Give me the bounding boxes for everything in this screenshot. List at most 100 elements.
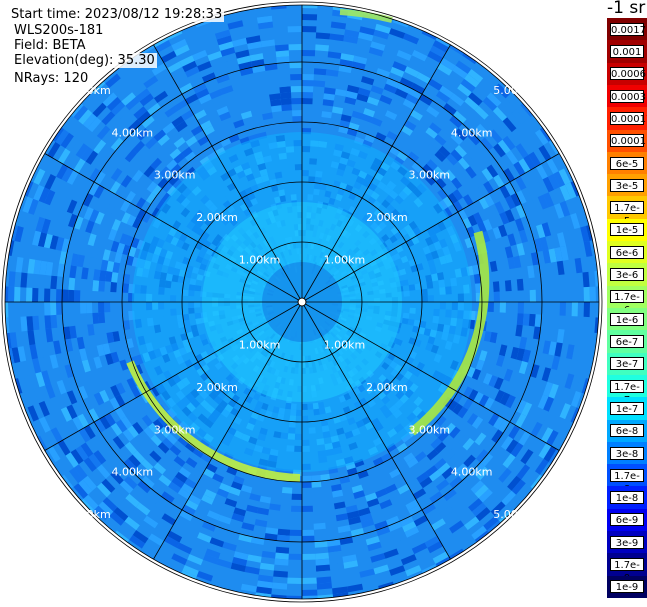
range-gate-cell	[539, 236, 549, 251]
range-gate-cell	[483, 516, 499, 531]
range-gate-cell	[439, 85, 454, 99]
range-gate-cell	[233, 475, 245, 485]
range-gate-cell	[462, 153, 475, 167]
range-gate-cell	[196, 570, 213, 582]
range-gate-cell	[302, 553, 316, 560]
range-gate-cell	[269, 503, 281, 511]
range-gate-cell	[392, 453, 404, 464]
range-gate-cell	[453, 392, 464, 404]
colorbar-tick-label: 1e-7	[610, 401, 644, 415]
range-gate-cell	[222, 52, 237, 63]
range-gate-cell	[152, 419, 164, 431]
range-gate-cell	[182, 565, 199, 577]
range-gate-cell	[109, 181, 121, 194]
range-gate-cell	[543, 192, 555, 208]
range-gate-cell	[189, 548, 206, 560]
range-gate-cell	[291, 493, 302, 500]
range-gate-cell	[426, 143, 439, 155]
range-gate-cell	[449, 475, 463, 489]
range-gate-cell	[386, 130, 398, 141]
range-gate-cell	[499, 185, 511, 199]
range-gate-cell	[77, 413, 89, 428]
range-gate-cell	[389, 146, 400, 157]
range-gate-cell	[119, 480, 134, 494]
range-gate-cell	[86, 279, 94, 291]
range-gate-cell	[511, 109, 526, 125]
range-gate-cell	[123, 320, 131, 331]
range-gate-cell	[146, 204, 157, 215]
range-gate-cell	[471, 368, 482, 381]
range-gate-cell	[74, 290, 81, 302]
range-gate-cell	[65, 338, 74, 352]
range-gate-cell	[82, 475, 97, 491]
range-gate-cell	[179, 420, 190, 432]
range-gate-cell	[226, 466, 238, 476]
range-gate-cell	[315, 552, 329, 560]
range-gate-cell	[174, 44, 190, 57]
range-gate-cell	[148, 422, 160, 435]
range-gate-cell	[499, 211, 510, 225]
range-gate-cell	[495, 333, 504, 345]
range-gate-cell	[542, 340, 551, 355]
range-gate-cell	[33, 387, 45, 404]
range-gate-cell	[583, 302, 590, 318]
range-gate-cell	[385, 483, 398, 494]
range-gate-cell	[498, 224, 508, 238]
range-gate-cell	[218, 41, 234, 51]
range-gate-cell	[311, 475, 321, 482]
range-gate-cell	[93, 185, 105, 199]
range-label: 2.00km	[196, 211, 238, 224]
range-gate-cell	[565, 182, 577, 199]
range-gate-cell	[261, 550, 276, 559]
range-gate-cell	[143, 165, 155, 178]
range-gate-cell	[181, 109, 194, 121]
range-gate-cell	[121, 212, 131, 224]
range-gate-cell	[457, 406, 469, 419]
range-gate-cell	[372, 457, 384, 467]
range-gate-cell	[204, 515, 219, 527]
range-gate-cell	[63, 326, 71, 340]
range-gate-cell	[521, 402, 533, 417]
range-gate-cell	[330, 118, 341, 126]
range-gate-cell	[141, 414, 153, 427]
range-gate-cell	[73, 105, 88, 121]
range-gate-cell	[170, 163, 182, 175]
range-gate-cell	[375, 132, 387, 142]
range-gate-cell	[350, 116, 362, 126]
range-gate-cell	[157, 442, 170, 454]
range-gate-cell	[415, 435, 427, 447]
range-gate-cell	[216, 105, 229, 116]
range-gate-cell	[102, 249, 111, 261]
range-gate-cell	[242, 116, 254, 126]
colorbar-tick-label: 0.0006	[610, 67, 646, 81]
range-gate-cell	[224, 536, 239, 546]
range-gate-cell	[537, 194, 549, 210]
colorbar-tick-label: 3e-7	[610, 357, 644, 371]
range-gate-cell	[375, 570, 391, 581]
range-gate-cell	[493, 377, 504, 390]
range-gate-cell	[383, 548, 399, 559]
colorbar-tick-label: 0.0017	[610, 22, 646, 36]
range-gate-cell	[374, 73, 388, 84]
range-gate-cell	[364, 134, 376, 143]
range-gate-cell	[68, 289, 75, 302]
range-gate-cell	[256, 9, 272, 18]
range-gate-cell	[171, 476, 185, 489]
range-gate-cell	[120, 200, 131, 213]
range-gate-cell	[387, 489, 401, 500]
range-gate-cell	[487, 250, 496, 263]
range-gate-cell	[23, 375, 34, 391]
range-gate-cell	[572, 345, 581, 361]
range-gate-cell	[146, 181, 158, 193]
range-gate-cell	[504, 280, 512, 292]
range-gate-cell	[547, 368, 557, 384]
range-gate-cell	[467, 132, 481, 146]
range-gate-cell	[432, 40, 449, 53]
range-gate-cell	[173, 152, 185, 164]
range-gate-cell	[447, 192, 458, 204]
range-gate-cell	[57, 148, 71, 164]
range-gate-cell	[117, 432, 130, 446]
range-gate-cell	[56, 209, 67, 225]
range-gate-cell	[425, 127, 438, 139]
range-gate-cell	[143, 515, 159, 529]
